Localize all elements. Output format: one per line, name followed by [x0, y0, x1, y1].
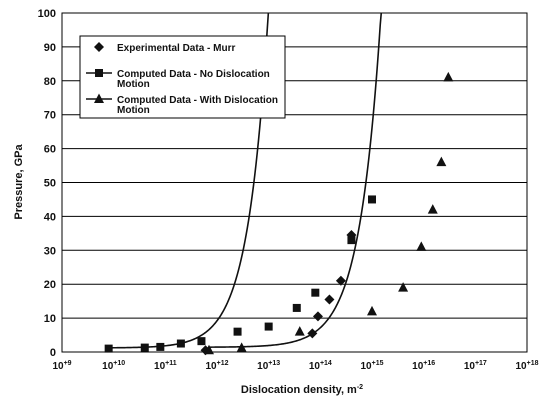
x-tick-label-5: 10+14	[309, 360, 332, 372]
x-axis-title-text: Dislocation density, m	[241, 384, 357, 396]
legend-marker-0	[94, 42, 104, 52]
y-tick-label-60: 60	[44, 144, 56, 156]
y-tick-label-80: 80	[44, 76, 56, 88]
legend-label-0: Experimental Data - Murr	[117, 43, 235, 54]
x-tick-label-7: 10+16	[412, 360, 435, 372]
y-tick-label-100: 100	[38, 8, 56, 20]
series-line-2	[208, 12, 383, 348]
data-point-2-5	[416, 241, 427, 251]
data-point-1-6	[264, 322, 273, 331]
y-tick-label-10: 10	[44, 313, 56, 325]
series-line-1	[108, 12, 270, 349]
data-point-1-10	[368, 195, 376, 204]
series-lines	[108, 12, 383, 349]
legend-marker-1	[95, 69, 103, 77]
data-point-1-7	[292, 303, 301, 312]
data-point-1-9	[347, 236, 356, 245]
y-tick-label-30: 30	[44, 245, 56, 257]
data-point-2-4	[398, 282, 409, 292]
data-point-1-4	[197, 337, 206, 346]
legend-label-2: Computed Data - With Dislocation Motion	[117, 95, 278, 116]
x-axis-title-superscript: -2	[357, 384, 363, 391]
data-point-0-4	[335, 275, 346, 286]
x-axis-title: Dislocation density, m-2	[241, 384, 363, 396]
legend-marker-2	[94, 93, 104, 103]
data-point-2-8	[443, 71, 454, 82]
data-point-0-1	[307, 328, 318, 339]
data-point-2-3	[367, 305, 377, 316]
x-axis-tick-labels: 10+9 10+10 10+11 10+12 10+13 10+14 10+15 10+16 1…	[52, 360, 538, 372]
y-tick-label-20: 20	[44, 279, 56, 291]
y-axis-tick-labels: 0 10 20 30 40 50 60 70 80 90 100	[38, 8, 56, 359]
x-tick-label-2: 10+11	[154, 360, 177, 372]
y-tick-label-90: 90	[44, 42, 56, 54]
y-tick-label-0: 0	[50, 347, 56, 359]
y-tick-label-50: 50	[44, 178, 56, 190]
legend-box	[79, 35, 286, 119]
legend: Experimental Data - Murr Computed Data - …	[79, 35, 286, 119]
data-point-2-6	[427, 204, 438, 214]
data-point-1-8	[311, 288, 320, 297]
x-tick-label-4: 10+13	[257, 360, 280, 372]
data-point-2-7	[436, 156, 447, 167]
data-point-1-1	[140, 343, 149, 352]
y-tick-label-70: 70	[44, 110, 56, 122]
data-point-1-5	[233, 327, 242, 336]
legend-label-1: Computed Data - No Dislocation Motion	[117, 69, 270, 90]
x-tick-label-9: 10+18	[516, 360, 539, 372]
data-point-1-0	[104, 344, 113, 353]
data-point-0-2	[312, 311, 323, 322]
x-tick-label-0: 10+9	[52, 360, 71, 372]
data-point-2-2	[294, 326, 305, 336]
data-point-2-1	[236, 342, 247, 352]
data-point-0-3	[324, 294, 335, 305]
y-axis-title: Pressure, GPa	[13, 144, 25, 220]
data-point-1-3	[176, 339, 185, 348]
y-tick-label-40: 40	[44, 211, 56, 223]
x-tick-label-6: 10+15	[361, 360, 384, 372]
x-tick-label-8: 10+17	[464, 360, 487, 372]
data-point-1-2	[156, 342, 165, 351]
data-point-2-0	[203, 344, 214, 355]
series-markers	[104, 71, 454, 356]
x-tick-label-1: 10+10	[102, 360, 125, 372]
x-tick-label-3: 10+12	[206, 360, 229, 372]
